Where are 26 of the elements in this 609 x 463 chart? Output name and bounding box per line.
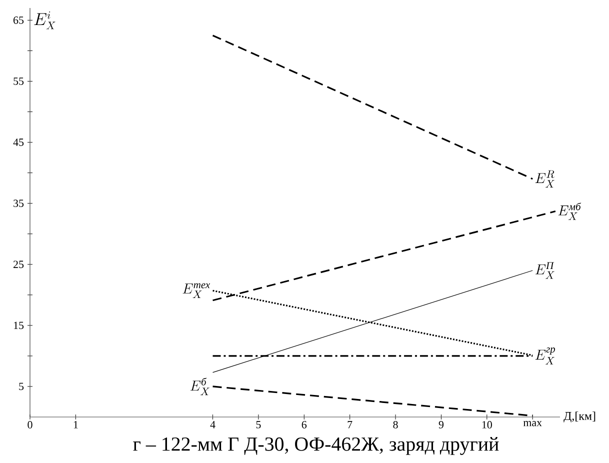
x-tick-label: 0: [28, 421, 32, 428]
series-label: $E_X^{R}$: [535, 170, 554, 188]
y-axis-title: $E_X^{i}$: [34, 12, 56, 30]
text: г – 122-мм Г Д-30, ОФ-462Ж, заряд другий: [133, 437, 499, 455]
series-label: $E_X^{\textit{мб}}$: [558, 202, 582, 220]
x-tick-label: 5: [256, 421, 261, 428]
x-tick-label: max: [523, 421, 542, 426]
series-label: $E_X^{\textit{б}}$: [190, 378, 210, 396]
y-tick-label: 25: [14, 260, 24, 268]
series-label: $E_X^{\textit{П}}$: [535, 262, 554, 279]
x-tick-label: 4: [210, 421, 216, 428]
series-label: $E_X^{\textit{тех}}$: [182, 283, 210, 298]
y-tick-label: 45: [13, 138, 24, 146]
x-axis-title: Д,[км]: [564, 412, 596, 422]
y-tick-label: 65: [14, 16, 24, 24]
x-tick-label: 1: [74, 421, 78, 428]
y-tick-label: 35: [14, 200, 24, 208]
x-tick-label: 7: [348, 421, 352, 428]
x-tick-label: 9: [438, 421, 444, 428]
x-tick-label: 8: [393, 421, 398, 428]
series-label: $E_X^{\textit{гр}}$: [535, 348, 556, 364]
x-tick-label: 6: [302, 421, 307, 428]
y-tick-label: 5: [19, 382, 24, 390]
y-tick-label: 15: [14, 322, 24, 330]
x-tick-label: 10: [482, 421, 492, 428]
y-tick-label: 55: [14, 78, 24, 85]
